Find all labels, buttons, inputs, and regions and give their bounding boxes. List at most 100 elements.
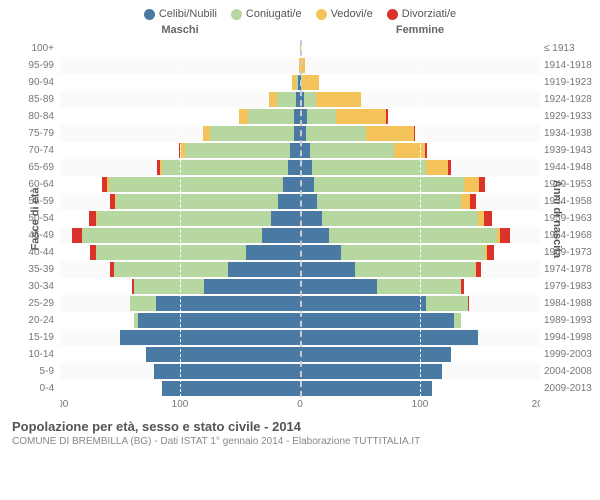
bar-segment [476,262,481,277]
bar-segment [464,177,478,192]
bar-segment [162,160,288,175]
x-tick: 200 [60,399,68,410]
birth-year-label: 1989-1993 [544,315,598,326]
bar-segment [479,177,485,192]
female-bar [300,380,540,397]
birth-year-label: 1924-1928 [544,94,598,105]
female-bar [300,295,540,312]
bar-segment [204,279,300,294]
bar-segment [130,296,156,311]
bar-segment [394,143,425,158]
x-axis: 2001000 0100200 [0,397,600,413]
male-bar [60,57,300,74]
age-label: 35-39 [14,264,54,275]
bar-segment [461,194,471,209]
center-axis-line [300,40,302,397]
bar-segment [355,262,475,277]
male-bar [60,346,300,363]
bar-segment [288,160,300,175]
birth-year-label: 1944-1948 [544,162,598,173]
bar-segment [300,194,317,209]
male-bar [60,125,300,142]
bar-segment [228,262,300,277]
bar-segment [484,211,492,226]
birth-year-label: 1964-1968 [544,230,598,241]
bar-segment [82,228,262,243]
bar-segment [278,194,300,209]
bar-segment [386,109,387,124]
female-bar [300,125,540,142]
birth-year-label: 1919-1923 [544,77,598,88]
bar-segment [306,126,366,141]
title-block: Popolazione per età, sesso e stato civil… [0,413,600,447]
age-label: 100+ [14,43,54,54]
bar-segment [300,313,454,328]
bar-segment [426,296,468,311]
female-bar [300,244,540,261]
age-label: 90-94 [14,77,54,88]
male-bar [60,91,300,108]
male-bar [60,278,300,295]
female-bar [300,210,540,227]
female-bar [300,261,540,278]
female-bar [300,346,540,363]
bar-segment [448,160,452,175]
male-bar [60,261,300,278]
bar-segment [468,296,469,311]
bar-segment [316,92,362,107]
bar-segment [114,262,228,277]
male-bar [60,227,300,244]
male-bar [60,210,300,227]
birth-year-label: 1934-1938 [544,128,598,139]
bar-segment [300,211,322,226]
birth-year-label: 1969-1973 [544,247,598,258]
male-bar [60,176,300,193]
bar-segment [300,296,426,311]
bar-segment [500,228,510,243]
chart-rows: 100+≤ 191395-991914-191890-941919-192385… [60,40,540,397]
male-bar [60,40,300,57]
birth-year-label: 1954-1958 [544,196,598,207]
bar-segment [454,313,461,328]
x-tick: 0 [300,399,303,410]
birth-year-label: 1939-1943 [544,145,598,156]
age-label: 10-14 [14,349,54,360]
age-label: 65-69 [14,162,54,173]
male-bar [60,142,300,159]
bar-segment [283,177,300,192]
birth-year-label: 2009-2013 [544,383,598,394]
column-headers: Maschi Femmine [0,24,600,40]
bar-segment [138,313,300,328]
bar-segment [239,109,249,124]
bar-segment [146,347,300,362]
bar-segment [89,211,96,226]
bar-segment [210,126,294,141]
legend-label: Divorziati/e [402,8,456,20]
female-bar [300,193,540,210]
bar-segment [162,381,300,396]
pyramid-chart: Fasce di età Anni di nascita 100+≤ 19139… [0,40,600,397]
bar-segment [96,245,246,260]
female-bar [300,227,540,244]
age-label: 55-59 [14,196,54,207]
male-bar [60,295,300,312]
bar-segment [300,262,355,277]
bar-segment [377,279,461,294]
age-label: 40-44 [14,247,54,258]
bar-segment [300,347,451,362]
legend-item: Divorziati/e [387,8,456,20]
age-label: 30-34 [14,281,54,292]
female-bar [300,312,540,329]
birth-year-label: 1914-1918 [544,60,598,71]
legend-item: Coniugati/e [231,8,302,20]
birth-year-label: 1979-1983 [544,281,598,292]
bar-segment [134,279,204,294]
bar-segment [300,245,341,260]
male-bar [60,244,300,261]
female-bar [300,40,540,57]
age-label: 80-84 [14,111,54,122]
birth-year-label: 1984-1988 [544,298,598,309]
female-bar [300,363,540,380]
age-label: 45-49 [14,230,54,241]
chart-title: Popolazione per età, sesso e stato civil… [12,419,588,434]
